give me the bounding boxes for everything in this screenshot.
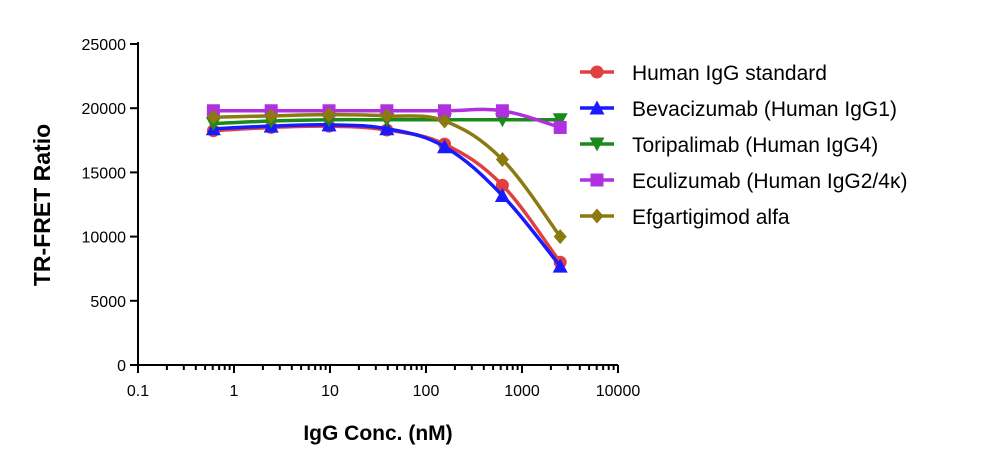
legend: Human IgG standard Bevacizumab (Human IgG… <box>580 62 907 229</box>
x-axis: 0.1 1 10 100 1000 10000 <box>127 364 641 400</box>
legend-item: Efgartigimod alfa <box>580 206 790 229</box>
legend-label: Human IgG standard <box>632 62 827 85</box>
x-tick-label: 1000 <box>504 383 540 400</box>
legend-item: Eculizumab (Human IgG2/4κ) <box>580 170 907 193</box>
legend-label: Eculizumab (Human IgG2/4κ) <box>632 170 907 193</box>
series-line <box>213 124 562 264</box>
series-4 <box>206 107 567 245</box>
legend-item: Human IgG standard <box>580 62 827 85</box>
data-point <box>379 121 395 136</box>
data-point <box>495 178 509 192</box>
x-tick-label: 0.1 <box>127 383 149 400</box>
x-tick-label: 10000 <box>596 383 641 400</box>
y-tick-label: 20000 <box>82 101 127 118</box>
series-1 <box>205 117 568 273</box>
series-0 <box>206 119 567 269</box>
x-tick-label: 100 <box>413 383 440 400</box>
y-axis-title: TR-FRET Ratio <box>29 124 55 286</box>
data-point <box>553 120 567 134</box>
legend-marker <box>590 173 604 187</box>
data-point <box>322 107 336 123</box>
data-point <box>438 113 452 129</box>
series-line <box>213 123 562 268</box>
data-point <box>495 104 509 118</box>
x-tick-label: 10 <box>321 383 339 400</box>
y-tick-label: 25000 <box>82 37 127 54</box>
data-point <box>495 152 509 168</box>
y-tick-label: 5000 <box>90 294 126 311</box>
data-point <box>552 113 568 128</box>
data-point <box>264 108 278 124</box>
y-tick-label: 10000 <box>82 230 127 247</box>
legend-marker <box>590 208 604 224</box>
data-point <box>438 104 452 118</box>
data-point <box>437 139 453 154</box>
legend-marker <box>589 137 605 152</box>
x-axis-title: IgG Conc. (nM) <box>303 422 452 445</box>
data-point <box>494 188 510 203</box>
data-point <box>206 109 220 125</box>
y-tick-label: 15000 <box>82 165 127 182</box>
data-point <box>553 229 567 245</box>
legend-label: Bevacizumab (Human IgG1) <box>632 98 897 121</box>
y-tick-label: 0 <box>117 358 126 375</box>
data-point <box>380 108 394 124</box>
legend-marker <box>589 100 605 115</box>
legend-marker <box>590 65 604 79</box>
legend-label: Toripalimab (Human IgG4) <box>632 134 878 157</box>
legend-item: Toripalimab (Human IgG4) <box>580 134 878 157</box>
legend-item: Bevacizumab (Human IgG1) <box>580 98 897 121</box>
y-axis: 0 5000 10000 15000 20000 25000 <box>82 37 139 375</box>
data-point <box>552 258 568 273</box>
plot-area <box>205 104 568 273</box>
legend-label: Efgartigimod alfa <box>632 206 790 229</box>
x-tick-label: 1 <box>230 383 239 400</box>
